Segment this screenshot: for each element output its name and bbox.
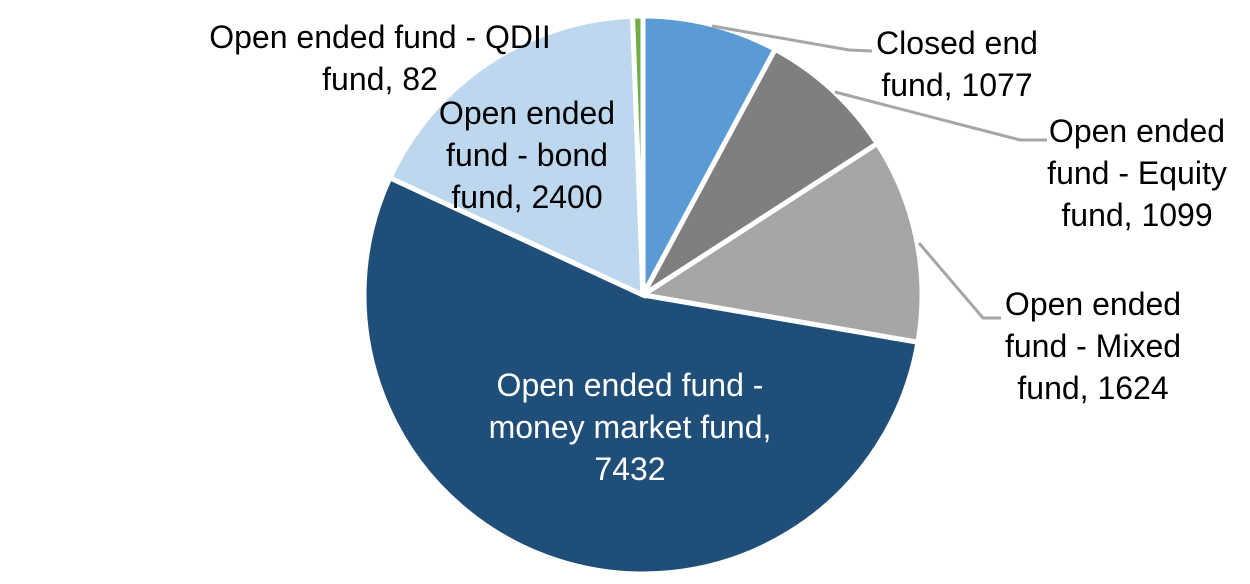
label-line: fund, 82 (322, 61, 438, 97)
label-line: Open ended fund - (496, 367, 764, 403)
label-line: Closed end (876, 25, 1038, 61)
label-line: Open ended (1004, 286, 1182, 322)
data-label-bond-fund: Open ended fund - bond fund, 2400 (439, 92, 615, 218)
data-label-mixed-fund: Open ended fund - Mixed fund, 1624 (1005, 283, 1181, 409)
label-line: fund - Equity (1047, 155, 1227, 191)
label-line: Open ended (438, 95, 616, 131)
pie-slice-open-ended-fund-bond-fund[interactable] (386, 13, 646, 299)
leader-line-mixed-fund (917, 242, 1001, 320)
label-line: money market fund, (488, 409, 772, 445)
pie-slice-open-ended-fund-money-market-fund[interactable] (361, 174, 921, 577)
leader-line-equity-fund (834, 90, 1047, 142)
leader-line-closed-end-fund (711, 24, 873, 53)
label-line: fund, 1077 (881, 67, 1033, 103)
label-line: fund, 2400 (451, 179, 603, 215)
label-line: Open ended (1048, 113, 1226, 149)
label-line: fund - bond (446, 137, 608, 173)
pie-slice-open-ended-fund-equity-fund[interactable] (640, 45, 881, 298)
pie-slice-open-ended-fund-qdii-fund[interactable] (629, 13, 646, 296)
pie-slice-closed-end-fund[interactable] (640, 13, 779, 297)
label-line: fund, 1624 (1017, 370, 1169, 406)
data-label-money-market-fund: Open ended fund - money market fund, 743… (489, 364, 772, 490)
label-line: Open ended fund - QDII (209, 19, 551, 55)
data-label-qdii-fund: Open ended fund - QDII fund, 82 (209, 16, 551, 100)
label-line: fund, 1099 (1061, 197, 1213, 233)
pie-slice-open-ended-fund-mixed-fund[interactable] (636, 140, 925, 346)
label-line: fund - Mixed (1004, 328, 1182, 364)
data-label-equity-fund: Open ended fund - Equity fund, 1099 (1047, 110, 1227, 236)
label-line: 7432 (594, 451, 666, 487)
data-label-closed-end-fund: Closed end fund, 1077 (876, 22, 1038, 106)
